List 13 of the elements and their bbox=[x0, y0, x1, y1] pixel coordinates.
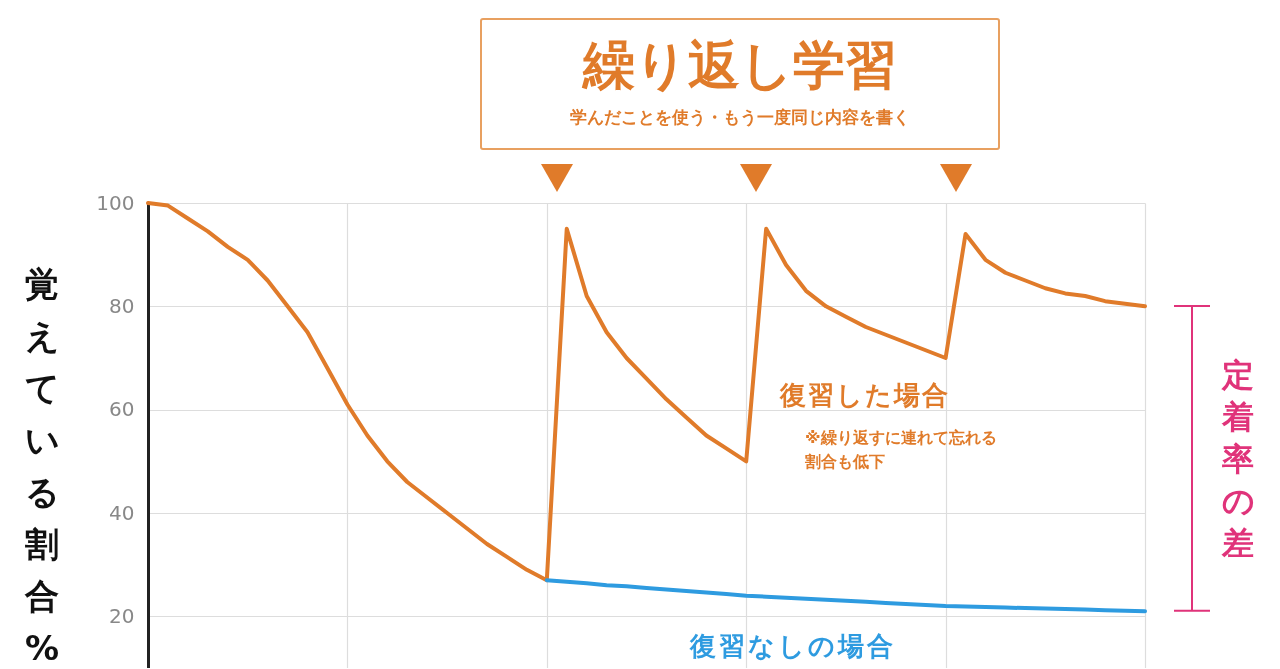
y-axis-title: 覚えている割合% bbox=[23, 263, 61, 669]
series-label: 復習した場合 bbox=[780, 379, 950, 412]
series-label: 復習なしの場合 bbox=[690, 630, 896, 664]
line-series bbox=[544, 578, 1147, 614]
y-tick-label: 40 bbox=[109, 500, 135, 525]
y-tick-label: 80 bbox=[109, 293, 135, 318]
y-tick-label: 60 bbox=[109, 397, 135, 422]
y-tick-label: 100 bbox=[96, 190, 135, 215]
y-tick-label: 20 bbox=[109, 603, 135, 628]
chart-title: 繰り返し学習 bbox=[581, 34, 898, 96]
chart-subtitle: 学んだことを使う・もう一度同じ内容を書く bbox=[569, 106, 911, 129]
annotation: ※繰り返すに連れて忘れる割合も低下 bbox=[805, 427, 998, 473]
text: 定着率の差 bbox=[1220, 354, 1256, 564]
